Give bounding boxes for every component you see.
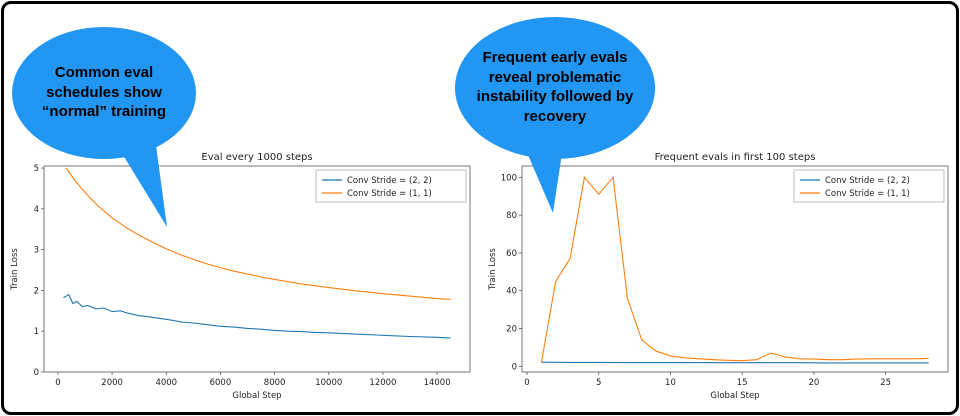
x-axis-label: Global Step	[710, 391, 759, 401]
series-line	[65, 167, 451, 300]
y-tick-label: 2	[34, 286, 39, 296]
x-tick-label: 12000	[369, 378, 396, 388]
y-axis-label: Train Loss	[488, 248, 498, 291]
chart-title: Eval every 1000 steps	[201, 152, 312, 163]
legend-box	[315, 169, 467, 203]
y-tick-label: 3	[34, 246, 39, 256]
chart-svg: 0 2000 4000 6000 8000 10000 12000 14000 0 1 2 3 4 5 Ev…	[10, 152, 471, 401]
legend-label: Conv Stride = (1, 1)	[825, 189, 910, 199]
series-line	[541, 361, 929, 364]
series-line	[540, 175, 929, 363]
chart-svg: 0 5 10 15 20 25 0 20 40 60 80 100 Frequent evals in …	[488, 152, 949, 401]
callout-left-text: Common eval schedules show “normal” trai…	[41, 64, 167, 120]
legend-label: Conv Stride = (2, 2)	[825, 176, 910, 186]
y-tick-label: 4	[34, 205, 39, 215]
y-tick-label: 60	[506, 249, 517, 259]
series-line	[63, 293, 451, 339]
x-tick-label: 0	[524, 378, 529, 388]
y-tick-label: 0	[512, 362, 517, 372]
legend-label: Conv Stride = (2, 2)	[347, 176, 432, 186]
x-tick-label: 10	[665, 378, 676, 388]
x-tick-label: 25	[880, 378, 891, 388]
x-tick-label: 8000	[264, 378, 286, 388]
y-tick-label: 5	[34, 164, 39, 174]
x-tick-label: 20	[808, 378, 819, 388]
x-tick-label: 6000	[210, 378, 232, 388]
y-tick-label: 1	[34, 327, 39, 337]
x-tick-label: 5	[596, 378, 601, 388]
x-tick-label: 10000	[315, 378, 342, 388]
x-axis-label: Global Step	[232, 391, 281, 401]
y-axis-label: Train Loss	[10, 248, 20, 291]
x-tick-label: 15	[737, 378, 748, 388]
x-tick-label: 4000	[155, 378, 177, 388]
x-tick-label: 14000	[424, 378, 451, 388]
y-tick-label: 0	[34, 368, 39, 378]
x-tick-label: 2000	[101, 378, 123, 388]
y-tick-label: 20	[506, 325, 517, 335]
chart-title: Frequent evals in first 100 steps	[655, 152, 816, 163]
chart-eval-every-1000-steps: 0 2000 4000 6000 8000 10000 12000 14000 0 1 2 3 4 5 Ev…	[8, 150, 476, 402]
chart-frequent-evals-first-100-steps: 0 5 10 15 20 25 0 20 40 60 80 100 Frequent evals in …	[486, 150, 954, 402]
x-tick-label: 0	[55, 378, 60, 388]
y-tick-label: 80	[506, 211, 517, 221]
legend-label: Conv Stride = (1, 1)	[347, 189, 432, 199]
callout-right-text: Frequent early evals reveal problematic …	[476, 49, 634, 125]
legend-box	[793, 169, 945, 203]
y-tick-label: 100	[501, 173, 517, 183]
y-tick-label: 40	[506, 287, 517, 297]
